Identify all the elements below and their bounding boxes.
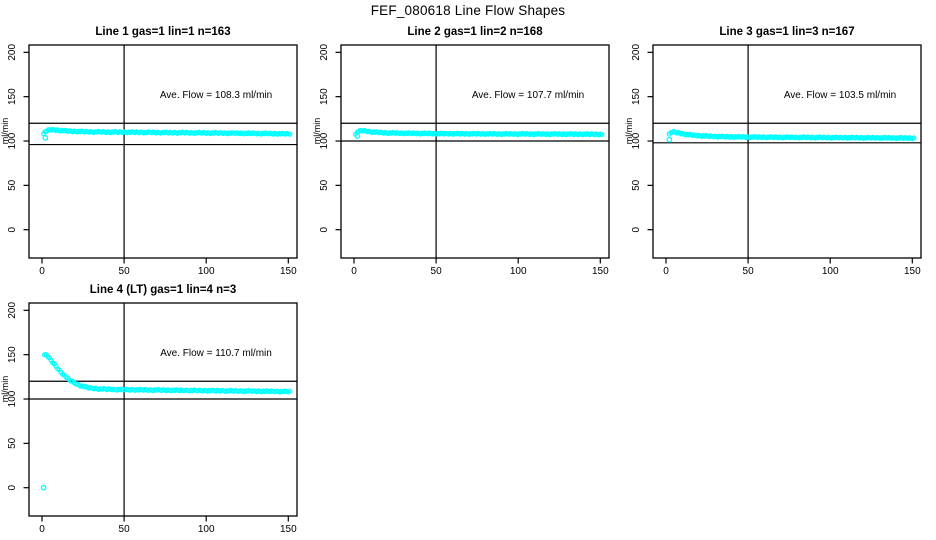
x-axis-tick-label: 150	[280, 524, 297, 534]
y-axis-tick-label: 200	[319, 44, 330, 61]
y-axis-label: ml/min	[312, 118, 322, 145]
y-axis-tick-label: 150	[7, 346, 18, 363]
y-axis-tick-label: 100	[319, 132, 330, 149]
y-axis-tick-label: 200	[7, 44, 18, 61]
x-axis-tick-label: 0	[351, 266, 357, 276]
y-axis-tick-label: 50	[631, 179, 642, 191]
data-point	[599, 132, 605, 138]
y-axis-tick-label: 50	[7, 179, 18, 191]
y-axis-label: ml/min	[0, 376, 10, 403]
y-axis-tick-label: 50	[7, 437, 18, 449]
main-title: FEF_080618 Line Flow Shapes	[370, 3, 566, 18]
x-axis-tick-label: 100	[198, 266, 215, 276]
panel-line-3: Line 3 gas=1 lin=3 n=167 0 50 100 150 200 0 50 1…	[624, 26, 922, 276]
x-axis-tick-label: 0	[39, 266, 45, 276]
y-axis-tick-label: 150	[631, 88, 642, 105]
y-axis-tick-label: 0	[631, 226, 642, 232]
data-point	[287, 131, 293, 137]
y-axis-tick-label: 100	[7, 390, 18, 407]
y-axis-label: ml/min	[624, 118, 634, 145]
x-axis-tick-label: 0	[663, 266, 669, 276]
average-flow-annotation: Ave. Flow = 107.7 ml/min	[472, 90, 584, 101]
data-point	[911, 135, 917, 141]
plot-box	[652, 44, 922, 259]
panel-title: Line 1 gas=1 lin=1 n=163	[95, 26, 230, 38]
panel-line-4: Line 4 (LT) gas=1 lin=4 n=3 0 50 100 150 200 0…	[0, 284, 298, 534]
x-axis-tick-label: 150	[592, 266, 609, 276]
average-flow-annotation: Ave. Flow = 110.7 ml/min	[160, 348, 272, 359]
y-axis-tick-label: 100	[7, 132, 18, 149]
y-axis-tick-label: 150	[319, 88, 330, 105]
x-axis-tick-label: 100	[510, 266, 527, 276]
panel-title: Line 4 (LT) gas=1 lin=4 n=3	[90, 284, 236, 296]
y-axis-tick-label: 100	[631, 132, 642, 149]
y-axis-tick-label: 0	[7, 484, 18, 490]
y-axis-tick-label: 0	[319, 226, 330, 232]
x-axis-tick-label: 50	[743, 266, 755, 276]
plot-box	[340, 44, 610, 259]
plot-box	[28, 44, 298, 259]
y-axis-label: ml/min	[0, 118, 10, 145]
x-axis-tick-label: 0	[39, 524, 45, 534]
panel-title: Line 3 gas=1 lin=3 n=167	[719, 26, 854, 38]
average-flow-annotation: Ave. Flow = 103.5 ml/min	[784, 90, 896, 101]
panel-line-2: Line 2 gas=1 lin=2 n=168 0 50 100 150 200 0 50 1…	[312, 26, 610, 276]
x-axis-tick-label: 50	[431, 266, 443, 276]
outlier-point	[42, 135, 49, 141]
y-axis-tick-label: 150	[7, 88, 18, 105]
plot-box	[28, 302, 298, 517]
x-axis-tick-label: 150	[904, 266, 921, 276]
y-axis-tick-label: 200	[7, 302, 18, 319]
panel-line-1: Line 1 gas=1 lin=1 n=163 0 50 100 150 200 0 50 1…	[0, 26, 298, 276]
x-axis-tick-label: 50	[119, 266, 131, 276]
outlier-point	[40, 484, 47, 491]
outlier-point	[666, 136, 673, 143]
data-point	[287, 388, 293, 394]
y-axis-tick-label: 0	[7, 226, 18, 232]
x-axis-tick-label: 50	[119, 524, 131, 534]
x-axis-tick-label: 100	[822, 266, 839, 276]
outlier-point	[354, 133, 361, 139]
x-axis-tick-label: 100	[198, 524, 215, 534]
average-flow-annotation: Ave. Flow = 108.3 ml/min	[160, 90, 272, 101]
y-axis-tick-label: 50	[319, 179, 330, 191]
panel-title: Line 2 gas=1 lin=2 n=168	[407, 26, 543, 38]
y-axis-tick-label: 200	[631, 44, 642, 61]
x-axis-tick-label: 150	[280, 266, 297, 276]
